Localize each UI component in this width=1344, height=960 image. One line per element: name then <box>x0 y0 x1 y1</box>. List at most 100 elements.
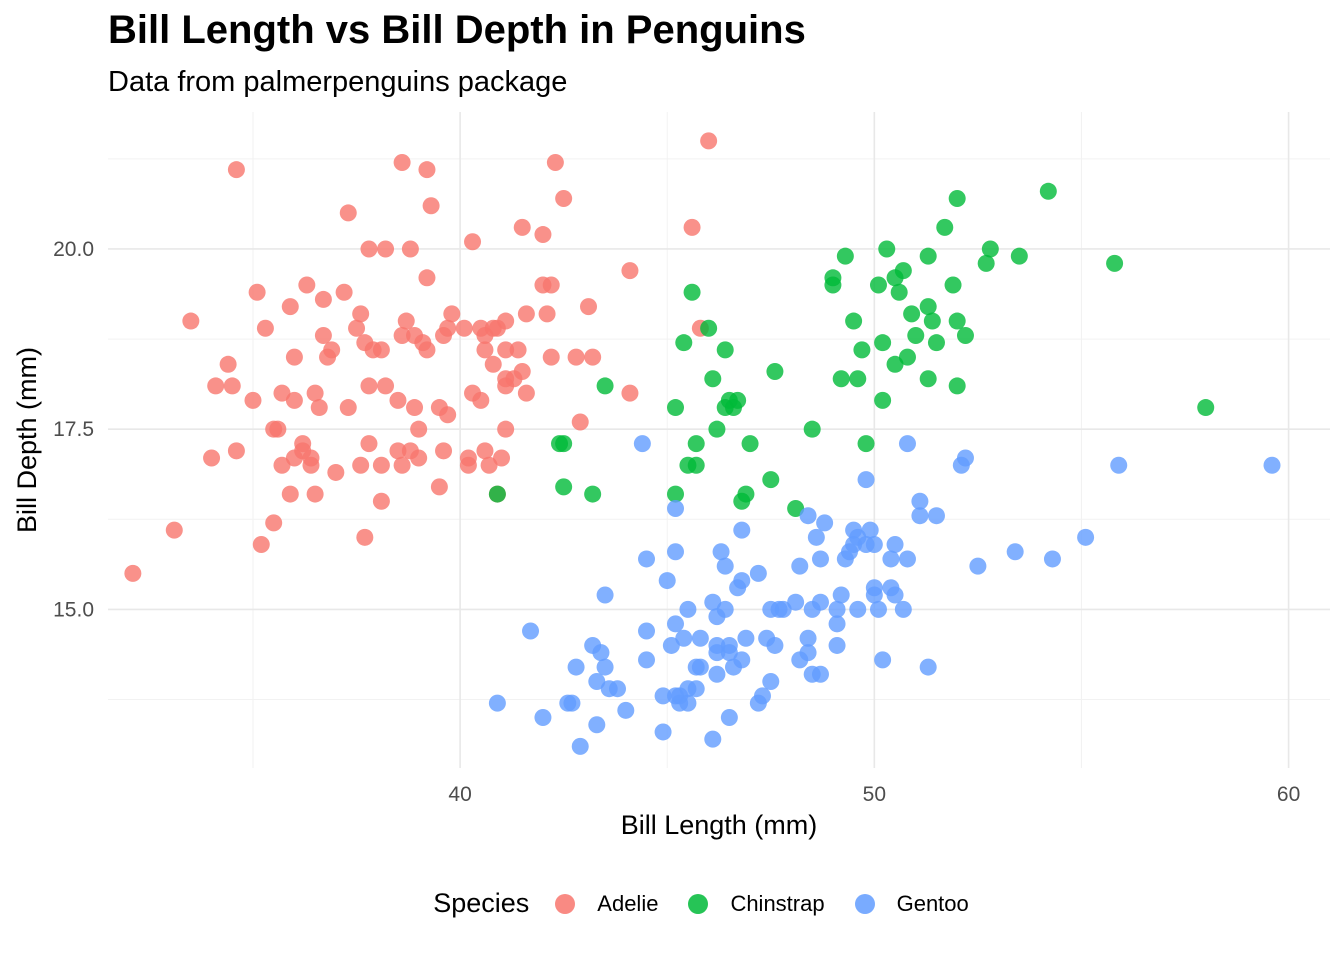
data-point-chinstrap <box>1106 254 1124 272</box>
data-point-chinstrap <box>936 218 954 236</box>
data-point-gentoo <box>733 521 751 539</box>
data-point-gentoo <box>567 658 585 676</box>
data-point-gentoo <box>633 435 651 453</box>
data-point-chinstrap <box>857 435 875 453</box>
data-point-chinstrap <box>729 391 747 409</box>
data-point-gentoo <box>861 521 879 539</box>
data-point-gentoo <box>874 651 892 669</box>
data-point-chinstrap <box>981 240 999 258</box>
data-point-gentoo <box>762 672 780 690</box>
data-point-gentoo <box>592 644 610 662</box>
data-point-gentoo <box>828 636 846 654</box>
data-point-gentoo <box>667 499 685 517</box>
data-point-adelie <box>227 442 245 460</box>
data-point-chinstrap <box>890 283 908 301</box>
data-point-gentoo <box>865 579 883 597</box>
data-point-gentoo <box>1006 543 1024 561</box>
data-point-gentoo <box>894 600 912 618</box>
legend-dot-gentoo <box>854 893 875 914</box>
data-point-adelie <box>372 492 390 510</box>
data-point-gentoo <box>882 550 900 568</box>
data-point-adelie <box>389 442 407 460</box>
data-point-gentoo <box>679 694 697 712</box>
data-point-adelie <box>683 218 701 236</box>
data-point-gentoo <box>737 629 755 647</box>
data-point-adelie <box>571 413 589 431</box>
data-point-adelie <box>377 377 395 395</box>
data-point-chinstrap <box>948 312 966 330</box>
data-point-adelie <box>389 391 407 409</box>
data-point-gentoo <box>596 658 614 676</box>
legend-label-adelie: Adelie <box>597 890 659 916</box>
data-point-chinstrap <box>927 334 945 352</box>
data-point-chinstrap <box>919 370 937 388</box>
data-point-gentoo <box>687 680 705 698</box>
data-point-chinstrap <box>836 247 854 265</box>
data-point-chinstrap <box>886 355 904 373</box>
legend-dot-chinstrap <box>688 893 709 914</box>
data-point-adelie <box>294 435 312 453</box>
data-point-gentoo <box>886 586 904 604</box>
data-point-gentoo <box>898 435 916 453</box>
data-point-chinstrap <box>1039 182 1057 200</box>
data-point-chinstrap <box>766 363 784 381</box>
data-point-adelie <box>513 363 531 381</box>
x-axis-title: Bill Length (mm) <box>621 810 818 840</box>
data-point-chinstrap <box>803 420 821 438</box>
data-point-chinstrap <box>956 326 974 344</box>
data-point-gentoo <box>787 593 805 611</box>
data-point-chinstrap <box>944 276 962 294</box>
data-point-adelie <box>410 449 428 467</box>
data-point-gentoo <box>766 636 784 654</box>
data-point-gentoo <box>828 600 846 618</box>
data-point-adelie <box>439 406 457 424</box>
y-tick-label: 15.0 <box>53 598 94 621</box>
data-point-gentoo <box>799 629 817 647</box>
data-point-chinstrap <box>700 319 718 337</box>
data-point-gentoo <box>588 672 606 690</box>
data-point-adelie <box>513 218 531 236</box>
data-point-adelie <box>410 420 428 438</box>
data-point-gentoo <box>675 629 693 647</box>
data-point-gentoo <box>617 701 635 719</box>
data-point-adelie <box>372 456 390 474</box>
data-point-adelie <box>459 449 477 467</box>
data-point-chinstrap <box>919 298 937 316</box>
data-point-adelie <box>314 326 332 344</box>
data-point-chinstrap <box>923 312 941 330</box>
data-point-gentoo <box>609 680 627 698</box>
data-point-chinstrap <box>903 305 921 323</box>
data-point-chinstrap <box>716 341 734 359</box>
data-point-chinstrap <box>667 485 685 503</box>
legend-item-gentoo: Gentoo <box>854 890 969 917</box>
data-point-adelie <box>244 391 262 409</box>
data-point-gentoo <box>969 557 987 575</box>
data-point-gentoo <box>733 572 751 590</box>
data-point-adelie <box>418 269 436 287</box>
x-tick-label: 40 <box>448 783 471 806</box>
data-point-adelie <box>256 319 274 337</box>
data-point-gentoo <box>811 665 829 683</box>
data-point-adelie <box>580 298 598 316</box>
data-point-adelie <box>165 521 183 539</box>
legend: Species Adelie Chinstrap Gentoo <box>0 888 1344 919</box>
data-point-adelie <box>517 305 535 323</box>
data-point-gentoo <box>716 600 734 618</box>
data-point-chinstrap <box>1010 247 1028 265</box>
data-point-gentoo <box>691 658 709 676</box>
data-point-gentoo <box>704 593 722 611</box>
data-point-adelie <box>310 399 328 417</box>
data-point-adelie <box>298 276 316 294</box>
data-point-gentoo <box>638 550 656 568</box>
legend-label-gentoo: Gentoo <box>896 890 969 916</box>
data-point-adelie <box>534 226 552 244</box>
data-point-adelie <box>430 478 448 496</box>
data-point-gentoo <box>869 600 887 618</box>
data-point-gentoo <box>708 665 726 683</box>
data-point-adelie <box>700 132 718 150</box>
data-point-gentoo <box>588 716 606 734</box>
data-point-chinstrap <box>849 370 867 388</box>
data-point-adelie <box>393 153 411 171</box>
data-point-gentoo <box>679 600 697 618</box>
data-point-adelie <box>269 420 287 438</box>
